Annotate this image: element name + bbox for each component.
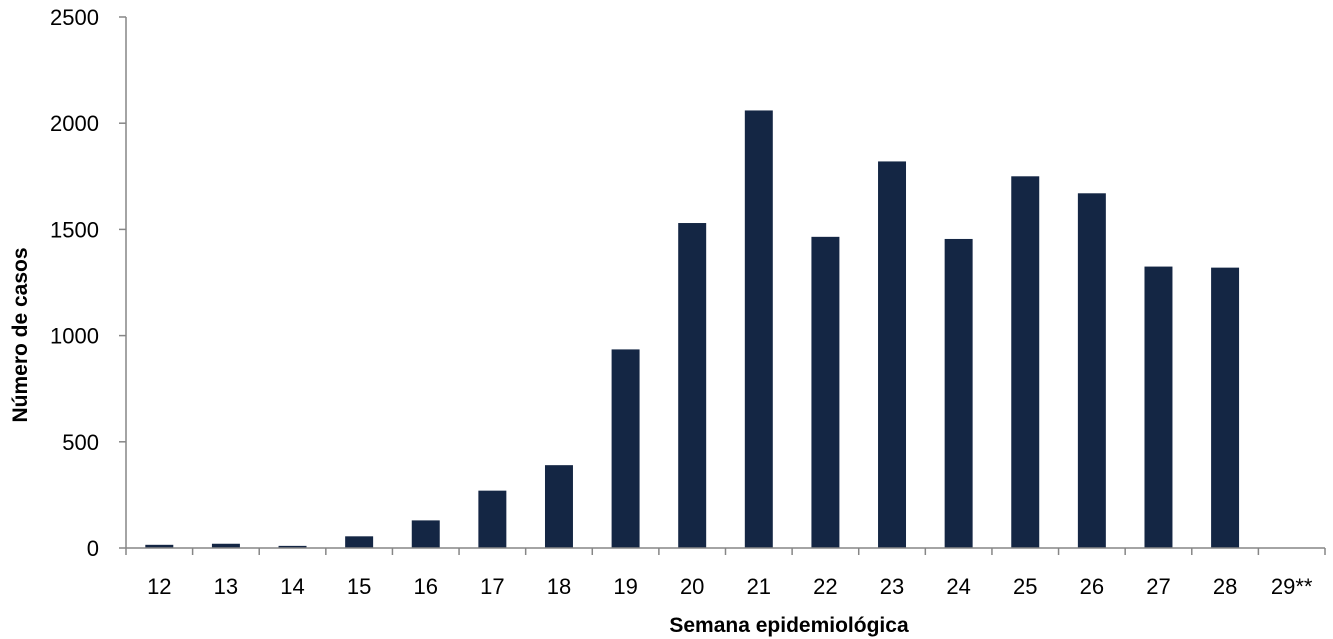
x-tick-label: 14 [280,574,304,599]
y-tick-label: 500 [62,430,99,455]
x-axis-title: Semana epidemiológica [669,614,909,637]
y-tick-label: 2500 [50,5,99,30]
bar-week-23 [878,161,907,548]
x-tick-label: 28 [1213,574,1237,599]
x-tick-label: 23 [880,574,904,599]
x-tick-label: 27 [1146,574,1170,599]
x-tick-label: 25 [1013,574,1037,599]
bar-week-14 [278,545,307,548]
x-tick-label: 21 [747,574,771,599]
y-axis-title: Número de casos [9,247,32,422]
x-tick-label: 16 [414,574,438,599]
bar-week-16 [411,520,440,548]
y-tick-label: 0 [87,536,99,561]
bar-week-22 [811,236,840,549]
x-tick-label: 29** [1271,574,1313,599]
x-tick-label: 20 [680,574,704,599]
bar-week-21 [744,110,773,549]
bar-week-17 [478,490,507,548]
x-tick-label: 12 [147,574,171,599]
bar-week-12 [145,544,174,548]
x-axis-ticks: 12 13 14 15 16 17 18 19 20 21 22 23 24 25 26 27 28 29** [125,548,1326,599]
bar-week-13 [211,543,240,548]
bar-week-18 [544,465,573,548]
bars [145,110,1240,549]
x-tick-label: 24 [946,574,970,599]
bar-week-28 [1211,267,1240,548]
x-tick-label: 18 [547,574,571,599]
y-tick-label: 1000 [50,324,99,349]
x-tick-label: 17 [480,574,504,599]
x-tick-label: 26 [1080,574,1104,599]
y-axis-ticks: 0 500 1000 1500 2000 2500 [50,5,126,561]
bar-week-25 [1011,176,1040,549]
x-tick-label: 19 [613,574,637,599]
bar-week-15 [345,536,374,548]
bar-week-26 [1077,193,1106,549]
x-tick-label: 13 [214,574,238,599]
x-tick-label: 15 [347,574,371,599]
bar-week-19 [611,349,640,548]
bar-week-24 [944,238,973,548]
y-tick-label: 2000 [50,111,99,136]
x-tick-label: 22 [813,574,837,599]
y-tick-label: 1500 [50,217,99,242]
bar-week-20 [678,223,707,548]
bar-week-27 [1144,266,1173,548]
